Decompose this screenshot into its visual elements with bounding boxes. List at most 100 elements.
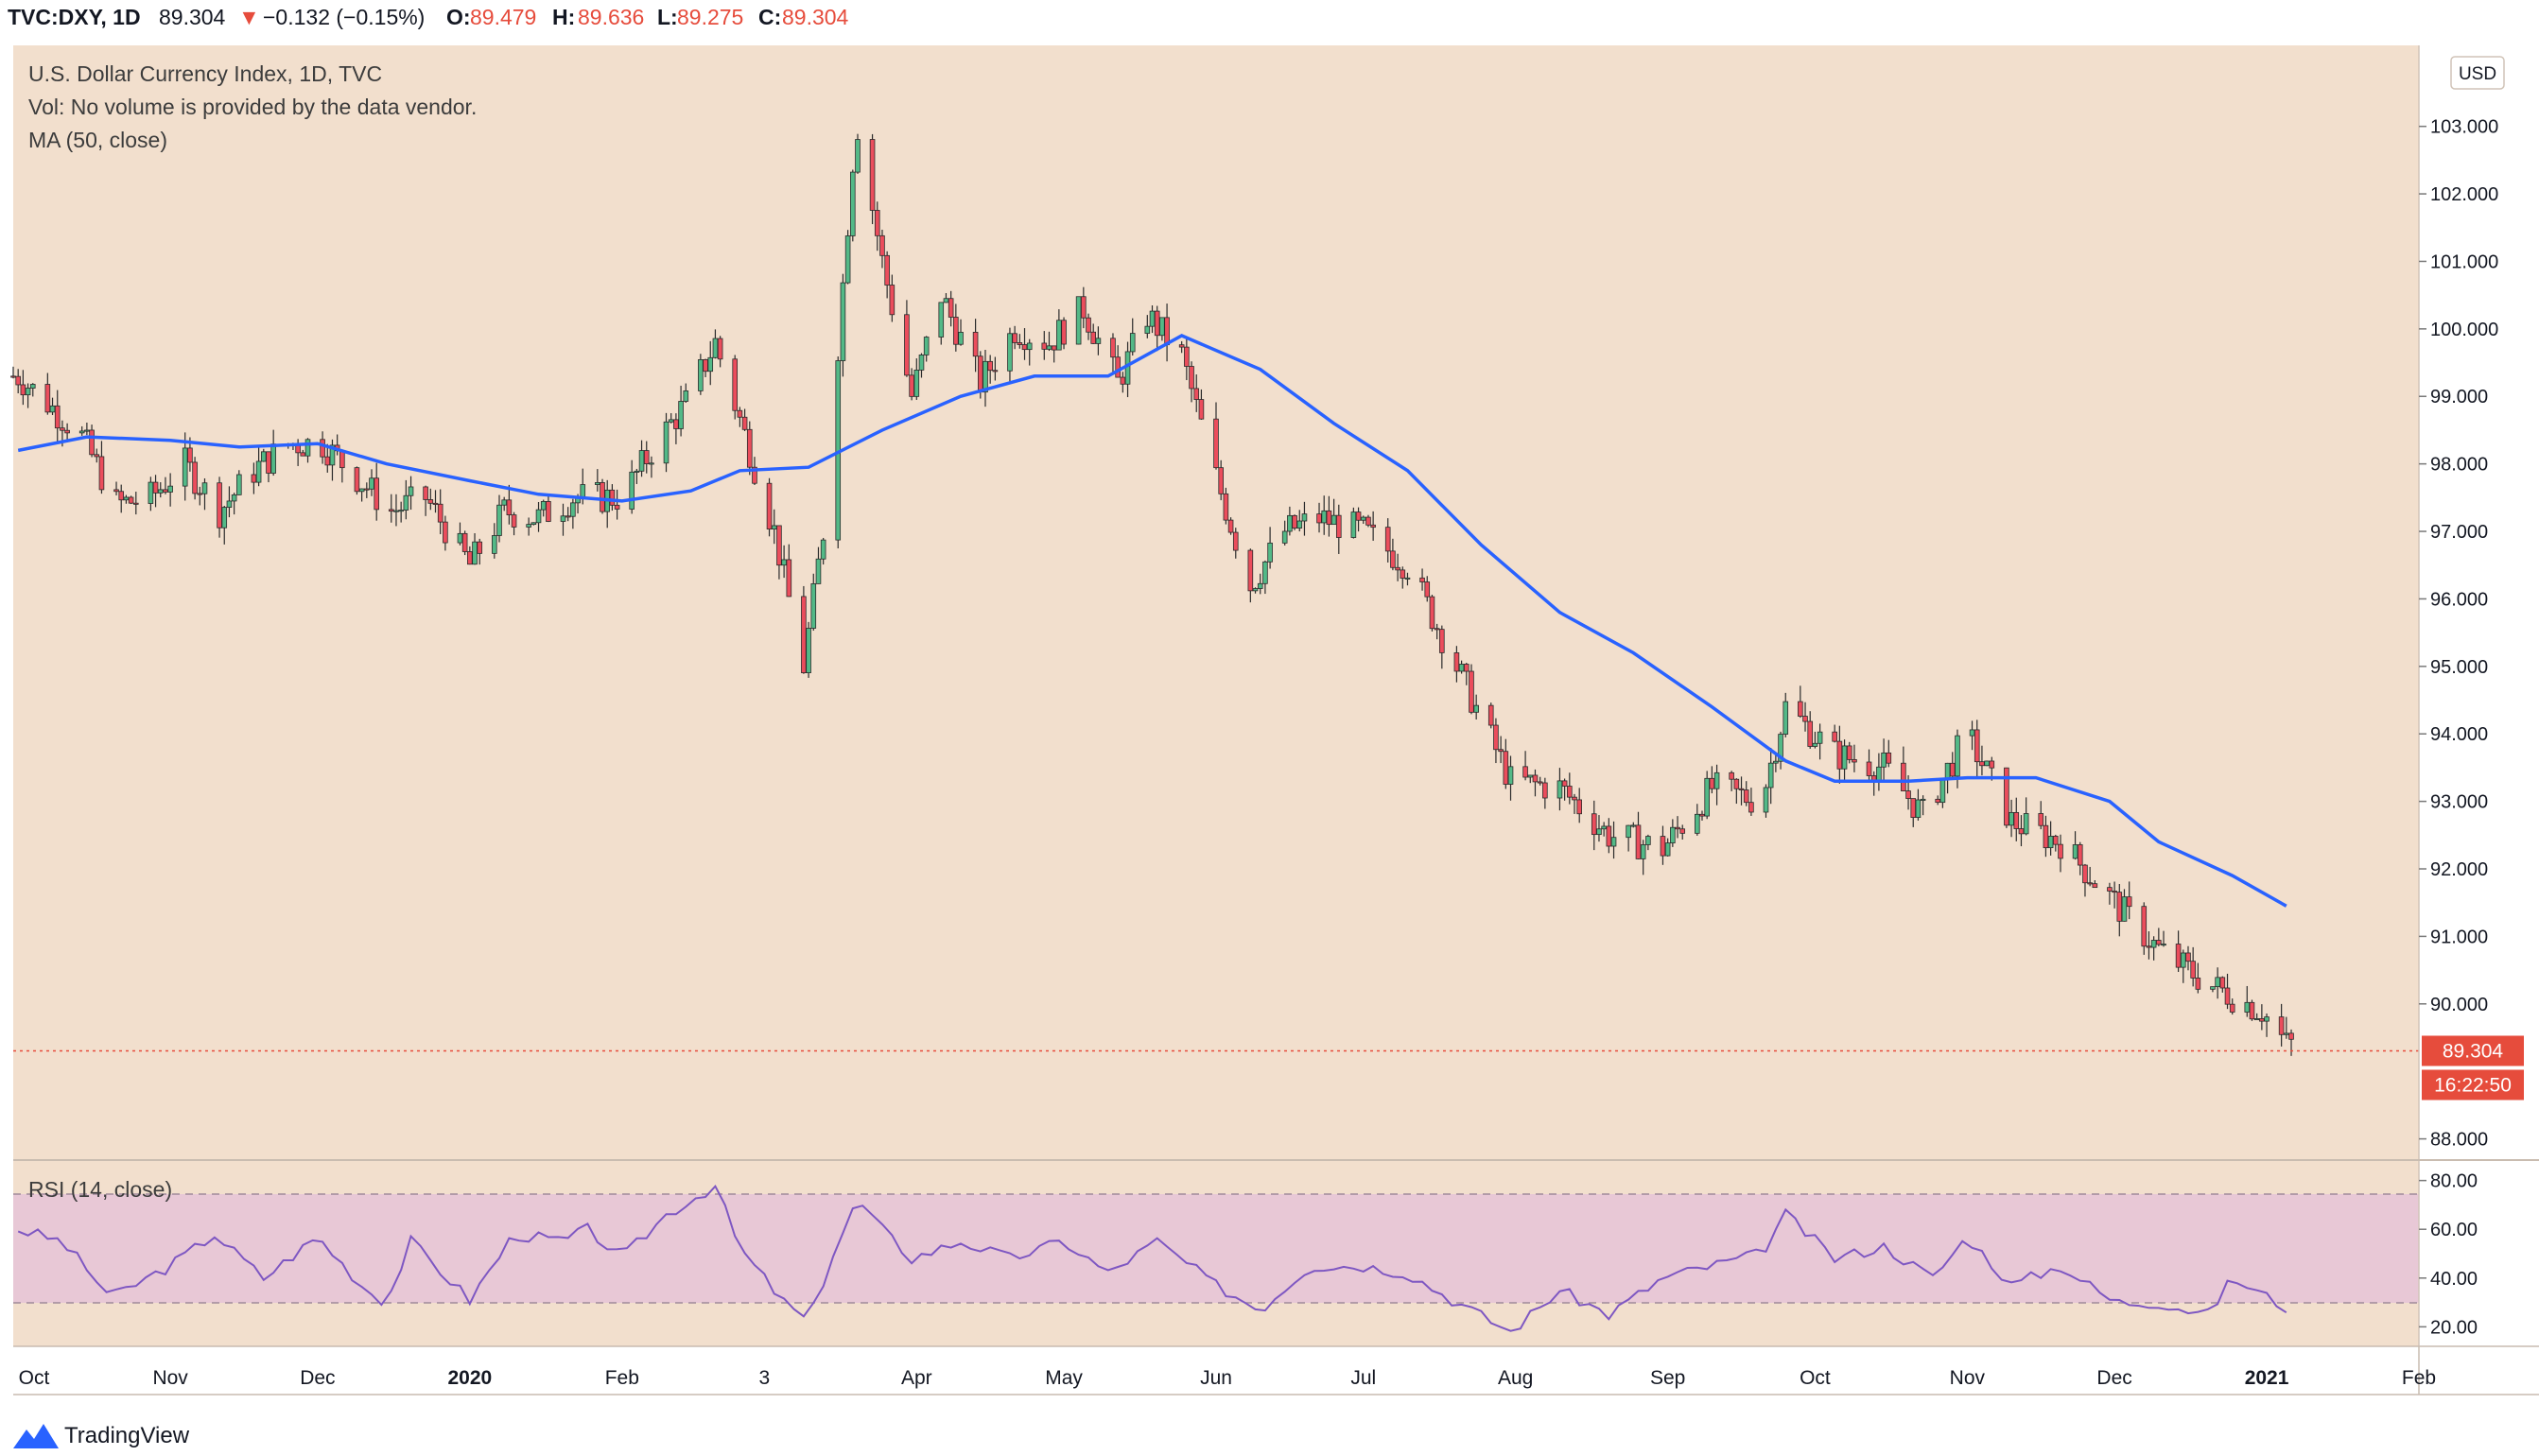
candle	[1763, 784, 1769, 818]
candle	[1920, 795, 1926, 816]
candle	[1802, 702, 1808, 732]
candle	[506, 484, 513, 525]
candle	[1110, 333, 1116, 373]
candle	[182, 432, 188, 501]
currency-button[interactable]	[2450, 56, 2505, 90]
candle	[1866, 749, 1872, 782]
rsi-tick-label: 60.00	[2430, 1220, 2478, 1240]
candle	[1281, 520, 1288, 546]
tradingview-cloud-icon	[13, 1424, 59, 1448]
candle	[1738, 776, 1745, 806]
candle	[1469, 664, 1474, 715]
candle	[732, 355, 738, 420]
time-tick-label: 3	[759, 1367, 771, 1389]
candle	[1576, 788, 1582, 823]
ma-legend[interactable]: MA (50, close)	[28, 128, 167, 152]
candle	[443, 515, 448, 551]
candle	[1532, 769, 1539, 797]
candle	[1542, 777, 1548, 809]
candle	[221, 506, 228, 545]
candle	[1537, 776, 1543, 786]
close-value: 89.304	[782, 5, 849, 29]
candle	[1984, 760, 1990, 767]
rsi-legend[interactable]: RSI (14, close)	[28, 1177, 172, 1202]
candle	[1419, 568, 1425, 591]
tradingview-logo[interactable]: TradingView	[13, 1423, 190, 1448]
candle	[1664, 838, 1671, 857]
candle	[879, 229, 885, 269]
candle	[2107, 882, 2113, 905]
candle	[1812, 731, 1818, 749]
candle	[2195, 962, 2201, 994]
price-tick-label: 95.000	[2430, 657, 2488, 678]
candle	[15, 369, 21, 394]
candle	[717, 336, 723, 368]
candle	[2156, 927, 2162, 946]
candle	[98, 441, 105, 494]
price-tick-label: 91.000	[2430, 927, 2488, 947]
price-axis[interactable]: 103.000 102.000 101.000 100.000 99.000 98.000…	[2419, 117, 2498, 1151]
candle	[535, 501, 542, 532]
candle	[152, 475, 159, 508]
candle	[2082, 863, 2088, 897]
change-label: −0.132 (−0.15%)	[263, 5, 425, 29]
candle	[546, 494, 551, 523]
candle	[1090, 323, 1097, 344]
candle	[492, 523, 497, 559]
time-axis[interactable]: Oct Nov Dec 2020 Feb 3 Apr May Jun Jul Aug Sep Oct No…	[19, 1367, 2436, 1389]
candle	[403, 479, 409, 520]
candle	[948, 290, 954, 327]
candle	[776, 525, 782, 580]
candle	[2249, 999, 2255, 1021]
candle	[874, 201, 880, 251]
candle	[1807, 711, 1814, 749]
candle	[496, 494, 502, 543]
candle	[44, 373, 51, 415]
candle	[231, 493, 237, 515]
time-tick-label: Oct	[1800, 1367, 1831, 1389]
candle	[844, 230, 851, 285]
candle	[192, 457, 198, 500]
candle	[923, 336, 930, 362]
rsi-tick-label: 40.00	[2430, 1269, 2478, 1290]
candle	[320, 431, 325, 464]
candle	[786, 544, 792, 598]
candle	[1572, 793, 1577, 814]
candle	[1556, 768, 1563, 811]
candle	[1095, 326, 1102, 355]
candle	[1075, 296, 1082, 345]
candle	[1832, 724, 1837, 743]
candle	[2161, 930, 2166, 947]
rsi-tick-label: 80.00	[2430, 1171, 2478, 1192]
candle	[1783, 692, 1789, 737]
candle	[1626, 824, 1631, 852]
candle	[1007, 327, 1013, 382]
candle	[1213, 402, 1219, 470]
rsi-tick-label: 20.00	[2430, 1317, 2478, 1338]
price-tick-label: 97.000	[2430, 522, 2488, 543]
candle	[1493, 718, 1499, 764]
candle	[1390, 538, 1396, 571]
rsi-axis[interactable]: 80.00 60.00 40.00 20.00	[2419, 1171, 2478, 1339]
candle	[698, 354, 704, 395]
candle	[25, 383, 31, 408]
candle	[1679, 824, 1686, 840]
candle	[1400, 566, 1406, 589]
candle	[526, 517, 531, 536]
close-label: C:	[758, 5, 781, 29]
low-value: 89.275	[677, 5, 743, 29]
candle	[1561, 778, 1568, 801]
candle	[1384, 518, 1391, 563]
candle	[1218, 459, 1224, 501]
candle	[408, 476, 414, 511]
last-price-header: 89.304	[159, 5, 226, 29]
high-value: 89.636	[578, 5, 644, 29]
candle	[1257, 573, 1263, 595]
candle	[1178, 340, 1185, 354]
price-tick-label: 92.000	[2430, 859, 2488, 880]
time-tick-label: Sep	[1650, 1367, 1685, 1389]
candle	[889, 274, 896, 322]
candle	[1773, 754, 1779, 772]
candle	[1522, 751, 1528, 781]
